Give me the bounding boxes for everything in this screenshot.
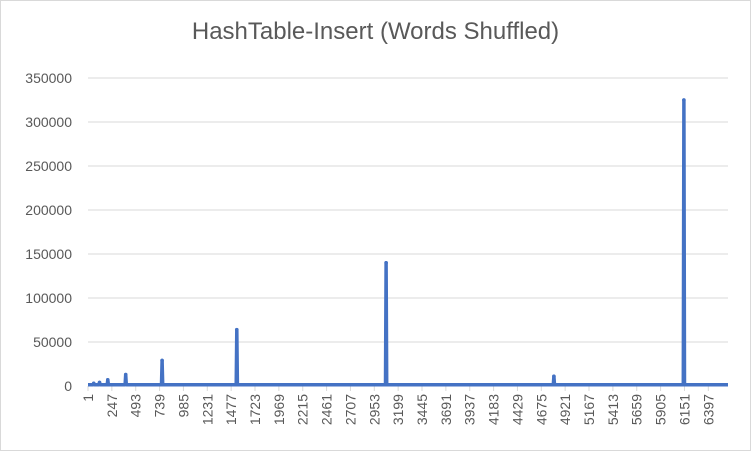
x-tick-label-1477: 1477: [223, 394, 239, 425]
data-point-6: [234, 327, 239, 332]
x-tick-label-6397: 6397: [700, 394, 716, 425]
data-point-5: [160, 358, 164, 363]
x-tick-label-3937: 3937: [462, 394, 478, 425]
x-tick-label-2953: 2953: [366, 394, 382, 425]
data-point-1: [91, 381, 96, 386]
data-point-7: [384, 261, 388, 265]
y-tick-label-250000: 250000: [25, 158, 72, 174]
data-point-9: [682, 98, 686, 102]
data-point-8: [552, 374, 556, 379]
x-tick-label-247: 247: [104, 394, 120, 418]
y-tick-label-100000: 100000: [25, 290, 72, 306]
x-tick-label-739: 739: [152, 394, 168, 418]
x-tick-label-2215: 2215: [295, 394, 311, 425]
data-point-2: [97, 380, 102, 385]
x-tick-label-3691: 3691: [438, 394, 454, 425]
y-tick-label-300000: 300000: [25, 114, 72, 130]
x-tick-label-5905: 5905: [653, 394, 669, 425]
x-tick-label-5413: 5413: [605, 394, 621, 425]
y-tick-label-50000: 50000: [33, 334, 72, 350]
x-tick-label-4429: 4429: [509, 394, 525, 425]
x-tick-label-4183: 4183: [486, 394, 502, 425]
x-tick-label-2461: 2461: [319, 394, 335, 425]
x-tick-label-3199: 3199: [390, 394, 406, 425]
x-tick-label-4675: 4675: [533, 394, 549, 425]
data-point-4: [123, 372, 128, 377]
x-tick-label-5659: 5659: [629, 394, 645, 425]
y-tick-label-150000: 150000: [25, 246, 72, 262]
x-tick-label-1969: 1969: [271, 394, 287, 425]
x-tick-label-4921: 4921: [557, 394, 573, 425]
x-tick-label-2707: 2707: [342, 394, 358, 425]
y-tick-label-350000: 350000: [25, 70, 72, 86]
x-tick-label-5167: 5167: [581, 394, 597, 425]
x-tick-label-3445: 3445: [414, 394, 430, 425]
y-tick-label-200000: 200000: [25, 202, 72, 218]
x-tick-label-1: 1: [80, 394, 96, 402]
x-tick-label-985: 985: [175, 394, 191, 418]
x-tick-label-6151: 6151: [676, 394, 692, 425]
data-point-3: [105, 378, 110, 382]
x-tick-label-1723: 1723: [247, 394, 263, 425]
x-tick-label-493: 493: [128, 394, 144, 418]
x-tick-label-1231: 1231: [199, 394, 215, 425]
chart-title: HashTable-Insert (Words Shuffled): [191, 18, 560, 45]
y-tick-label-0: 0: [64, 378, 72, 394]
